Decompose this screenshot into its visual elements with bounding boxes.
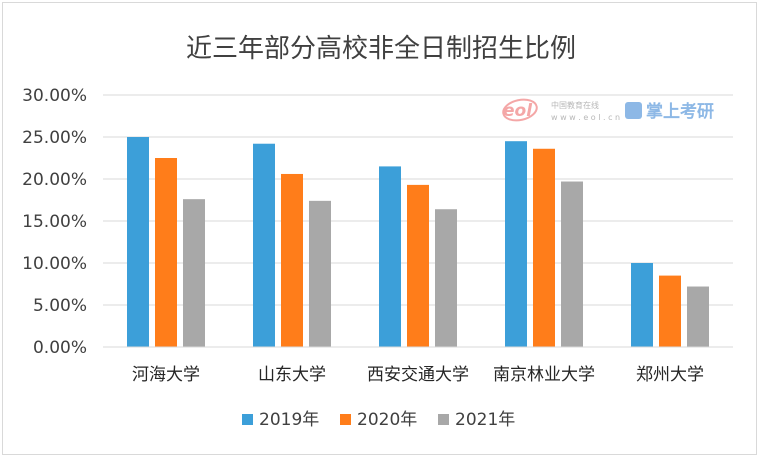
watermark-line2: w w w . e o l . c n: [551, 113, 620, 122]
bar-2020年-山东大学: [281, 173, 303, 347]
y-tick-label: 10.00%: [22, 254, 87, 274]
watermark-line1: 中国教育在线: [551, 100, 599, 110]
bar-2021年-西安交通大学: [435, 209, 457, 347]
bar-2020年-南京林业大学: [533, 148, 555, 347]
bar-2021年-南京林业大学: [561, 181, 583, 347]
legend-swatch: [242, 414, 253, 425]
y-tick-label: 15.00%: [22, 212, 87, 232]
y-tick-label: 5.00%: [33, 296, 87, 316]
legend-label: 2021年: [455, 410, 515, 430]
x-tick-label: 郑州大学: [636, 365, 704, 385]
bar-chart: 近三年部分高校非全日制招生比例 0.00% 5.00% 10.00% 15.00% 20…: [22, 34, 733, 430]
legend: 2019年 2020年 2021年: [242, 410, 515, 430]
y-tick-label: 25.00%: [22, 128, 87, 148]
y-tick-label: 20.00%: [22, 170, 87, 190]
x-tick-label: 西安交通大学: [367, 365, 469, 385]
bar-2019年-南京林业大学: [505, 141, 527, 347]
legend-label: 2020年: [357, 410, 417, 430]
chart-title: 近三年部分高校非全日制招生比例: [186, 34, 576, 64]
chart-frame: 近三年部分高校非全日制招生比例 0.00% 5.00% 10.00% 15.00% 20…: [2, 2, 757, 455]
bar-2019年-西安交通大学: [379, 166, 401, 347]
bar-2021年-山东大学: [309, 200, 331, 347]
legend-swatch: [438, 414, 449, 425]
bar-2020年-郑州大学: [659, 275, 681, 347]
bar-2021年-河海大学: [183, 199, 205, 347]
x-tick-label: 南京林业大学: [493, 365, 595, 385]
watermark-swoosh: [502, 98, 538, 122]
x-tick-label: 河海大学: [132, 365, 200, 385]
bar-2019年-河海大学: [127, 137, 149, 347]
bar-2021年-郑州大学: [687, 286, 709, 347]
x-tick-label: 山东大学: [258, 365, 326, 385]
y-tick-label: 30.00%: [22, 86, 87, 106]
watermark-logo: eol: [503, 101, 533, 121]
watermark-brand-icon: [625, 102, 642, 119]
y-tick-label: 0.00%: [33, 338, 87, 358]
bar-2020年-西安交通大学: [407, 184, 429, 347]
bar-series: [127, 137, 709, 347]
legend-swatch: [340, 414, 351, 425]
y-axis-ticks: 0.00% 5.00% 10.00% 15.00% 20.00% 25.00% 30.00%: [22, 86, 87, 358]
bar-2019年-山东大学: [253, 143, 275, 347]
legend-label: 2019年: [259, 410, 319, 430]
x-axis-ticks: 河海大学 山东大学 西安交通大学 南京林业大学 郑州大学: [132, 365, 704, 385]
watermark: eol 中国教育在线 w w w . e o l . c n 掌上考研: [502, 98, 714, 122]
bar-2020年-河海大学: [155, 158, 177, 347]
watermark-brand: 掌上考研: [646, 101, 714, 122]
bar-2019年-郑州大学: [631, 263, 653, 347]
